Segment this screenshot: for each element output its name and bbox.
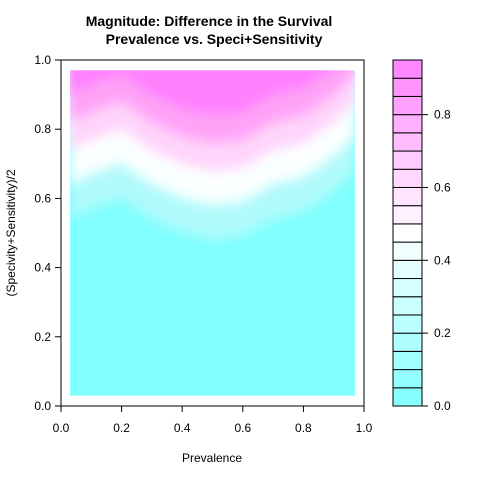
colorbar-segment xyxy=(392,114,423,134)
colorbar-tick-label: 0.0 xyxy=(434,399,451,413)
colorbar-segment xyxy=(392,77,423,97)
colorbar-segment xyxy=(392,241,423,261)
y-tick-label: 0.2 xyxy=(34,330,51,344)
x-tick-label: 0.0 xyxy=(53,421,70,435)
x-tick-label: 0.6 xyxy=(234,421,251,435)
x-tick-label: 0.8 xyxy=(295,421,312,435)
x-axis-label: Prevalence xyxy=(182,451,242,465)
y-tick-label: 0.4 xyxy=(34,261,51,275)
colorbar-segment xyxy=(392,168,423,188)
colorbar-segment xyxy=(392,132,423,152)
heatmap-surface xyxy=(70,70,355,396)
colorbar-tick-label: 0.6 xyxy=(434,180,451,194)
x-tick-label: 1.0 xyxy=(356,421,373,435)
x-tick-label: 0.2 xyxy=(113,421,130,435)
colorbar-segment xyxy=(392,278,423,298)
colorbar-segment xyxy=(392,59,423,79)
colorbar-legend xyxy=(392,59,423,407)
colorbar-axis: 0.0 0.2 0.4 0.6 0.8 xyxy=(422,108,451,413)
x-axis: 0.0 0.2 0.4 0.6 0.8 1.0 xyxy=(53,406,373,435)
y-axis-label: (Specivity+Sensitivity)/2 xyxy=(4,169,18,296)
y-axis: 0.0 0.2 0.4 0.6 0.8 1.0 xyxy=(34,53,61,413)
colorbar-segment xyxy=(392,314,423,334)
colorbar-segment xyxy=(392,332,423,352)
colorbar-segment xyxy=(392,150,423,170)
colorbar-segment xyxy=(392,296,423,316)
chart-title-line2: Prevalence vs. Speci+Sensitivity xyxy=(106,31,323,47)
heat-high-region xyxy=(70,70,329,116)
colorbar-tick-label: 0.2 xyxy=(434,326,451,340)
x-tick-label: 0.4 xyxy=(174,421,191,435)
colorbar-tick-label: 0.4 xyxy=(434,253,451,267)
colorbar-segment xyxy=(392,95,423,116)
colorbar-segment xyxy=(392,350,423,371)
colorbar-segment xyxy=(392,186,423,207)
y-tick-label: 0.6 xyxy=(34,191,51,205)
colorbar-segment xyxy=(392,205,423,225)
chart-title-line1: Magnitude: Difference in the Survival xyxy=(86,13,333,29)
colorbar-segment xyxy=(392,387,423,407)
colorbar-segment xyxy=(392,369,423,389)
y-tick-label: 0.0 xyxy=(34,399,51,413)
colorbar-tick-label: 0.8 xyxy=(434,108,451,122)
plot-frame xyxy=(60,59,365,407)
y-tick-label: 0.8 xyxy=(34,122,51,136)
colorbar-segment xyxy=(392,223,423,243)
y-tick-label: 1.0 xyxy=(34,53,51,67)
colorbar-segment xyxy=(392,259,423,280)
